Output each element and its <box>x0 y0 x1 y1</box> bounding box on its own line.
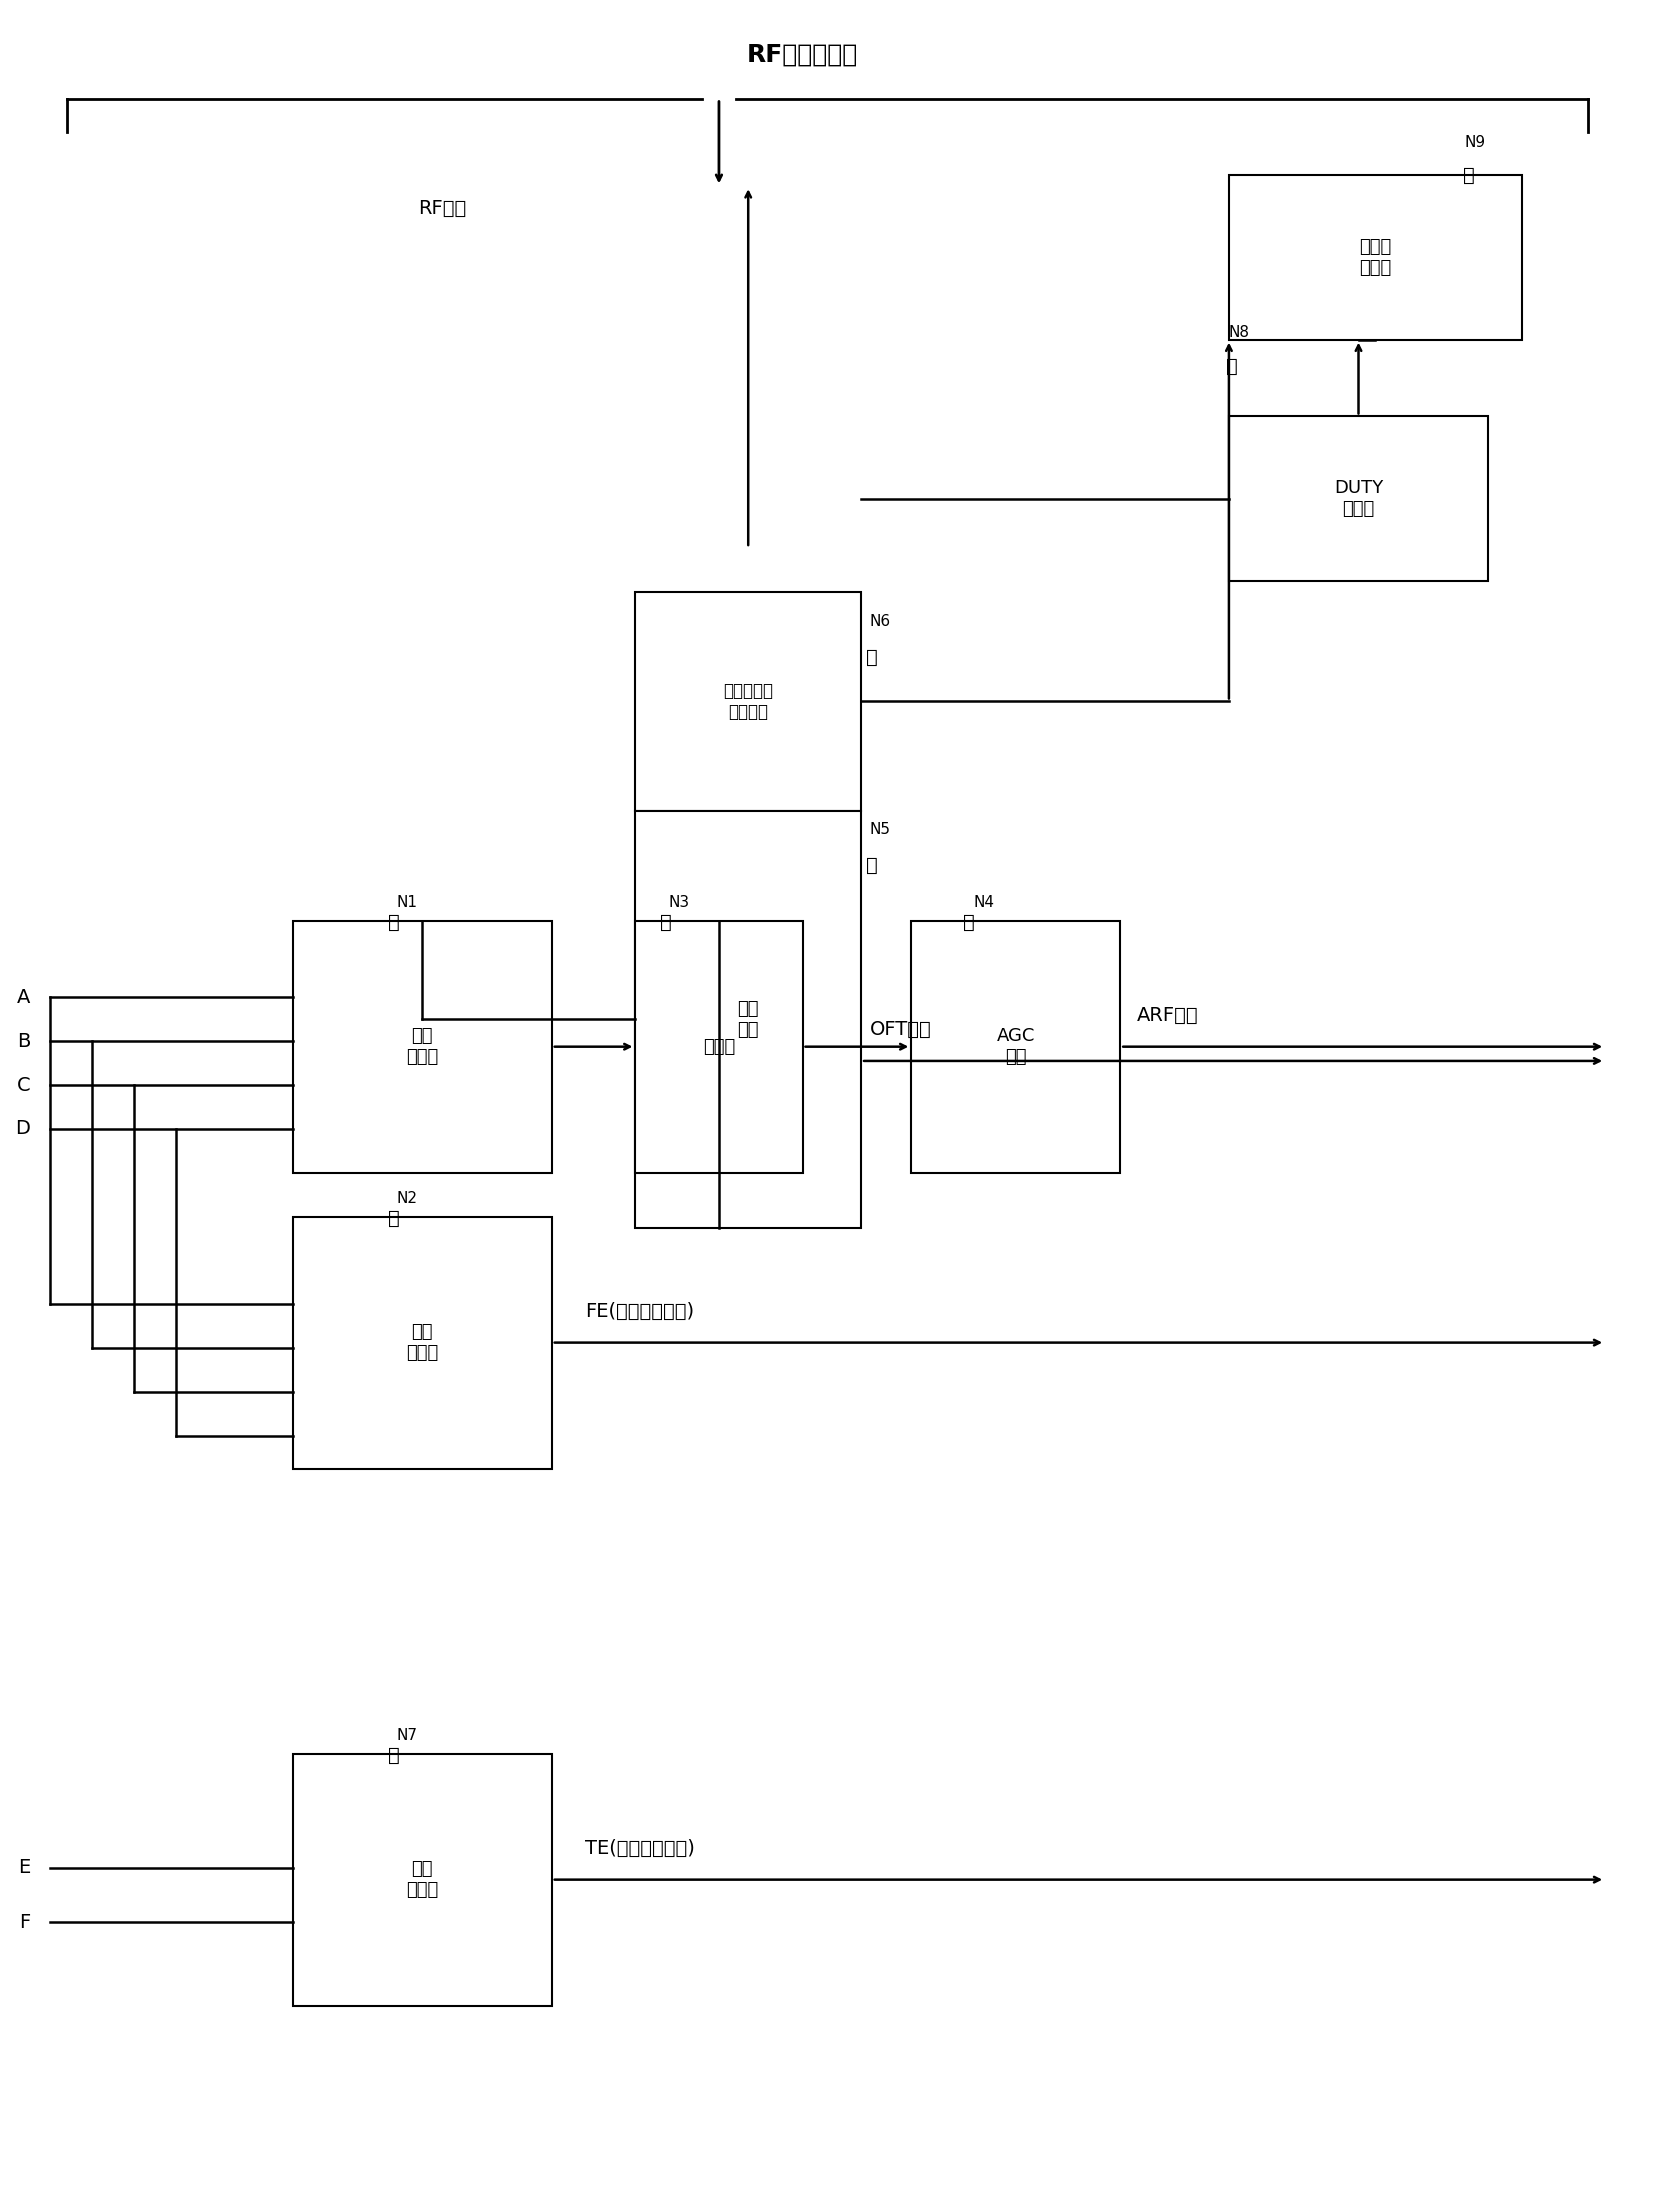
Text: 灵敏度
判定器: 灵敏度 判定器 <box>1359 239 1391 276</box>
Text: N9: N9 <box>1465 136 1486 149</box>
Text: N6: N6 <box>869 614 891 629</box>
Text: OFT信号: OFT信号 <box>869 1019 931 1039</box>
Text: ～: ～ <box>866 857 878 875</box>
Text: N7: N7 <box>396 1727 418 1743</box>
FancyBboxPatch shape <box>293 1754 552 2006</box>
FancyBboxPatch shape <box>911 921 1120 1173</box>
Text: N1: N1 <box>396 894 418 910</box>
Text: ARF信号: ARF信号 <box>1137 1006 1199 1024</box>
Text: D: D <box>15 1120 30 1138</box>
Text: ～: ～ <box>660 912 672 932</box>
Text: FE(聚焦误差信号): FE(聚焦误差信号) <box>585 1302 694 1320</box>
Text: AGC
电路: AGC 电路 <box>997 1028 1035 1065</box>
Text: E: E <box>18 1859 30 1876</box>
Text: C: C <box>17 1076 30 1094</box>
Text: ～: ～ <box>866 649 878 666</box>
FancyBboxPatch shape <box>293 1217 552 1469</box>
Text: ～: ～ <box>963 912 975 932</box>
Text: ～: ～ <box>388 912 400 932</box>
Text: ～: ～ <box>388 1208 400 1228</box>
Text: B: B <box>17 1032 30 1050</box>
Text: RF信号放大器: RF信号放大器 <box>747 44 858 66</box>
Text: ～: ～ <box>1226 357 1237 375</box>
Text: F: F <box>18 1914 30 1931</box>
Text: TE(跟踪误差信号): TE(跟踪误差信号) <box>585 1839 696 1859</box>
Text: RF信号: RF信号 <box>418 199 466 217</box>
Text: DUTY
检测器: DUTY 检测器 <box>1334 480 1383 517</box>
Text: N8: N8 <box>1229 324 1251 340</box>
FancyBboxPatch shape <box>1229 175 1522 340</box>
Text: 相减
放大器: 相减 放大器 <box>406 1861 438 1898</box>
Text: N3: N3 <box>669 894 691 910</box>
Text: ～: ～ <box>1463 167 1475 184</box>
FancyBboxPatch shape <box>293 921 552 1173</box>
Text: ～: ～ <box>388 1745 400 1765</box>
FancyBboxPatch shape <box>635 811 861 1228</box>
Text: 相加
放大器: 相加 放大器 <box>406 1028 438 1065</box>
FancyBboxPatch shape <box>635 592 861 811</box>
Text: 相减
放大器: 相减 放大器 <box>406 1324 438 1361</box>
Text: N4: N4 <box>973 894 995 910</box>
Text: A: A <box>17 989 30 1006</box>
Text: N5: N5 <box>869 822 891 837</box>
Text: N2: N2 <box>396 1190 418 1206</box>
Text: 均衡器: 均衡器 <box>702 1037 736 1057</box>
FancyBboxPatch shape <box>635 921 803 1173</box>
Text: 检波
电路: 检波 电路 <box>737 1000 759 1039</box>
FancyBboxPatch shape <box>1229 416 1488 581</box>
Text: 检波灵敏度
调整电路: 检波灵敏度 调整电路 <box>724 682 772 721</box>
